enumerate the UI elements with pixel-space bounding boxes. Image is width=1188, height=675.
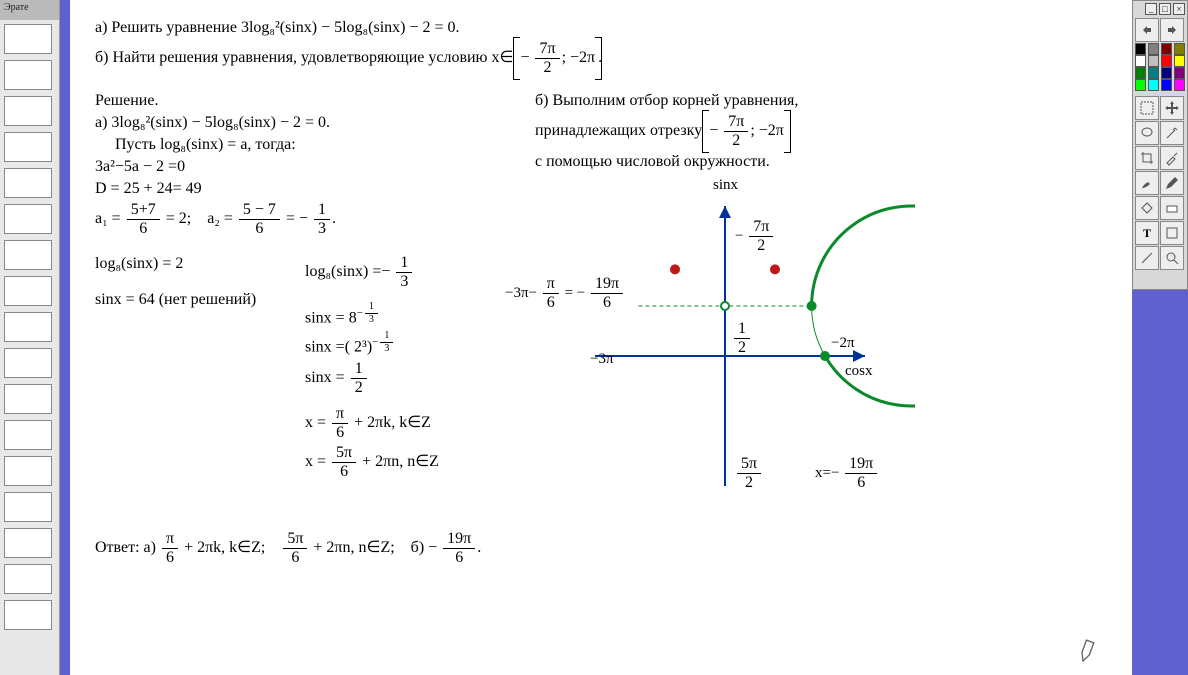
color-swatch[interactable] xyxy=(1135,79,1146,91)
color-swatch[interactable] xyxy=(1148,67,1159,79)
tool-shapes[interactable] xyxy=(1160,221,1184,245)
color-swatch[interactable] xyxy=(1148,79,1159,91)
solution-title: Решение. xyxy=(95,92,525,110)
document-area: а) Решить уравнение 3log₈²(sinx) − 5log₈… xyxy=(70,0,1132,675)
sin-eq-4: sinx = 12 xyxy=(305,361,439,396)
x-sol-2: x = 5π6 + 2πn, n∈Z xyxy=(305,445,439,480)
label-top: − 7π2 xyxy=(735,219,775,254)
tool-rect-select[interactable] xyxy=(1135,96,1159,120)
slide-thumb[interactable] xyxy=(4,276,52,306)
palette-top-row xyxy=(1135,18,1185,42)
label-center: 12 xyxy=(732,321,752,356)
color-swatch[interactable] xyxy=(1148,43,1159,55)
close-button[interactable]: × xyxy=(1173,3,1185,15)
slide-thumb[interactable] xyxy=(4,420,52,450)
slide-thumb[interactable] xyxy=(4,96,52,126)
slide-thumb[interactable] xyxy=(4,348,52,378)
color-swatch[interactable] xyxy=(1148,55,1159,67)
slide-thumb[interactable] xyxy=(4,456,52,486)
slide-thumb[interactable] xyxy=(4,60,52,90)
palette-window-buttons: _ □ × xyxy=(1135,3,1185,17)
tool-eraser[interactable] xyxy=(1160,196,1184,220)
tool-lasso[interactable] xyxy=(1135,121,1159,145)
slide-thumb[interactable] xyxy=(4,492,52,522)
slide-thumb[interactable] xyxy=(4,384,52,414)
partb-line1: б) Выполним отбор корней уравнения, xyxy=(535,92,1107,110)
tool-palette: _ □ × T xyxy=(1132,0,1188,290)
slide-thumb[interactable] xyxy=(4,168,52,198)
x-sol-1: x = π6 + 2πk, k∈Z xyxy=(305,406,439,441)
problem-b: б) Найти решения уравнения, удовлетворяю… xyxy=(95,41,1107,76)
tool-wand[interactable] xyxy=(1160,121,1184,145)
color-swatch[interactable] xyxy=(1135,43,1146,55)
problem-b-text: б) Найти решения уравнения, удовлетворяю… xyxy=(95,49,513,66)
axis-x-label: cosx xyxy=(845,363,873,380)
label-result: x=− 19π6 xyxy=(815,456,879,491)
left-sidebar: Эрате xyxy=(0,0,60,675)
sin-eq-2: sinx = 8−13 xyxy=(305,302,439,327)
tool-grid: T xyxy=(1135,96,1185,270)
answer-line: Ответ: а) π6 + 2πk, k∈Z; 5π6 + 2πn, n∈Z;… xyxy=(95,531,1107,566)
tool-zoom[interactable] xyxy=(1160,246,1184,270)
tool-move[interactable] xyxy=(1160,96,1184,120)
maximize-button[interactable]: □ xyxy=(1159,3,1171,15)
roots: a₁ = 5+76 = 2; a₂ = 5 − 76 = − 13. xyxy=(95,202,525,237)
substitution: Пусть log₈(sinx) = a, тогда: xyxy=(115,136,525,154)
unit-circle-diagram: sinx cosx − 7π2 −3π− π6 = − 19π6 −3π −2π… xyxy=(535,181,915,511)
log-eq-1: log₈(sinx) = 2 xyxy=(95,255,305,273)
partb-line3: с помощью числовой окружности. xyxy=(535,153,1107,171)
color-swatch[interactable] xyxy=(1161,55,1172,67)
tool-line[interactable] xyxy=(1135,246,1159,270)
tool-undo[interactable] xyxy=(1135,18,1159,42)
color-swatch[interactable] xyxy=(1174,79,1185,91)
color-swatch[interactable] xyxy=(1174,55,1185,67)
slide-thumb[interactable] xyxy=(4,24,52,54)
solution-right: б) Выполним отбор корней уравнения, прин… xyxy=(525,88,1107,511)
slide-thumb[interactable] xyxy=(4,312,52,342)
slide-thumb[interactable] xyxy=(4,204,52,234)
sin-eq-3: sinx =( 2³)−13 xyxy=(305,331,439,356)
slide-thumb[interactable] xyxy=(4,528,52,558)
problem-a: а) Решить уравнение 3log₈²(sinx) − 5log₈… xyxy=(95,19,1107,37)
solution-left: Решение. а) 3log₈²(sinx) − 5log₈(sinx) −… xyxy=(95,88,525,511)
slide-thumb[interactable] xyxy=(4,600,52,630)
sin-eq-1: sinx = 64 (нет решений) xyxy=(95,291,305,309)
tool-pencil[interactable] xyxy=(1160,171,1184,195)
label-bottom: 5π2 xyxy=(735,456,763,491)
color-swatch[interactable] xyxy=(1174,43,1185,55)
label-left-eq: −3π− π6 = − 19π6 xyxy=(505,276,625,311)
axis-y-label: sinx xyxy=(713,177,738,194)
discriminant: D = 25 + 24= 49 xyxy=(95,180,525,198)
tool-brush[interactable] xyxy=(1135,171,1159,195)
interval: − 7π2; −2π xyxy=(517,41,598,76)
slide-thumbnails xyxy=(0,20,59,634)
color-swatch[interactable] xyxy=(1174,67,1185,79)
tool-text[interactable]: T xyxy=(1135,221,1159,245)
color-swatch[interactable] xyxy=(1135,67,1146,79)
color-swatch[interactable] xyxy=(1161,79,1172,91)
label-3pi: −3π xyxy=(590,351,614,368)
tool-fill[interactable] xyxy=(1135,196,1159,220)
tool-eyedropper[interactable] xyxy=(1160,146,1184,170)
label-2pi: −2π xyxy=(831,335,855,352)
slide-thumb[interactable] xyxy=(4,240,52,270)
tool-crop[interactable] xyxy=(1135,146,1159,170)
minimize-button[interactable]: _ xyxy=(1145,3,1157,15)
slide-thumb[interactable] xyxy=(4,132,52,162)
slide-thumb[interactable] xyxy=(4,564,52,594)
log-eq-2: log₈(sinx) =− 13 xyxy=(305,255,439,290)
partb-line2: принадлежащих отрезку − 7π2; −2π xyxy=(535,114,1107,149)
quadratic: 3a²−5a − 2 =0 xyxy=(95,158,525,176)
eq-a: а) 3log₈²(sinx) − 5log₈(sinx) − 2 = 0. xyxy=(95,114,525,132)
color-swatches xyxy=(1135,43,1185,91)
sidebar-title: Эрате xyxy=(0,0,59,20)
tool-redo[interactable] xyxy=(1160,18,1184,42)
color-swatch[interactable] xyxy=(1161,43,1172,55)
color-swatch[interactable] xyxy=(1161,67,1172,79)
color-swatch[interactable] xyxy=(1135,55,1146,67)
